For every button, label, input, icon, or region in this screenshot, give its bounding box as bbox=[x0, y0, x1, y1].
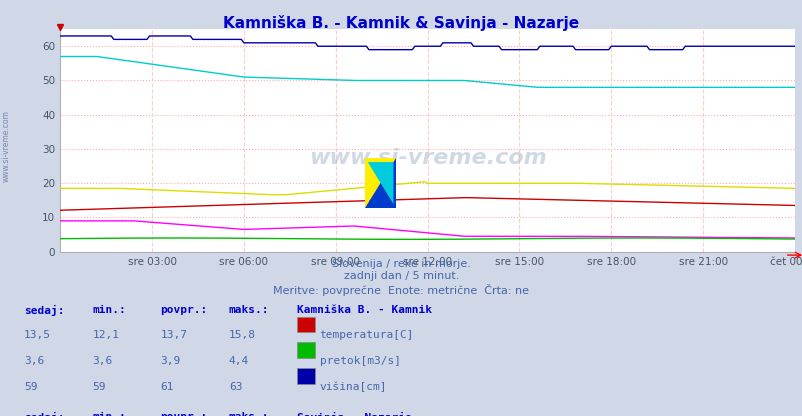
Text: sedaj:: sedaj: bbox=[24, 412, 64, 416]
Text: zadnji dan / 5 minut.: zadnji dan / 5 minut. bbox=[343, 271, 459, 281]
Text: 61: 61 bbox=[160, 382, 174, 392]
Text: sedaj:: sedaj: bbox=[24, 305, 64, 316]
Polygon shape bbox=[365, 158, 395, 208]
Text: 59: 59 bbox=[24, 382, 38, 392]
Text: 3,9: 3,9 bbox=[160, 356, 180, 366]
Text: 13,7: 13,7 bbox=[160, 330, 188, 340]
Text: 4,4: 4,4 bbox=[229, 356, 249, 366]
Text: www.si-vreme.com: www.si-vreme.com bbox=[2, 110, 11, 181]
Text: pretok[m3/s]: pretok[m3/s] bbox=[319, 356, 400, 366]
Text: www.si-vreme.com: www.si-vreme.com bbox=[308, 148, 546, 168]
Text: 63: 63 bbox=[229, 382, 242, 392]
Text: povpr.:: povpr.: bbox=[160, 412, 208, 416]
Text: maks.:: maks.: bbox=[229, 412, 269, 416]
Text: povpr.:: povpr.: bbox=[160, 305, 208, 314]
Text: temperatura[C]: temperatura[C] bbox=[319, 330, 414, 340]
Text: Savinja - Nazarje: Savinja - Nazarje bbox=[297, 412, 411, 416]
Text: Kamniška B. - Kamnik: Kamniška B. - Kamnik bbox=[297, 305, 431, 314]
Polygon shape bbox=[365, 158, 395, 208]
Text: maks.:: maks.: bbox=[229, 305, 269, 314]
Text: 3,6: 3,6 bbox=[24, 356, 44, 366]
Text: 15,8: 15,8 bbox=[229, 330, 256, 340]
Text: 12,1: 12,1 bbox=[92, 330, 119, 340]
Text: Meritve: povprečne  Enote: metrične  Črta: ne: Meritve: povprečne Enote: metrične Črta:… bbox=[273, 284, 529, 296]
Text: višina[cm]: višina[cm] bbox=[319, 382, 387, 392]
Text: Slovenija / reke in morje.: Slovenija / reke in morje. bbox=[332, 259, 470, 269]
Text: min.:: min.: bbox=[92, 412, 126, 416]
Text: min.:: min.: bbox=[92, 305, 126, 314]
Text: 59: 59 bbox=[92, 382, 106, 392]
Polygon shape bbox=[367, 162, 393, 204]
Text: Kamniška B. - Kamnik & Savinja - Nazarje: Kamniška B. - Kamnik & Savinja - Nazarje bbox=[223, 15, 579, 30]
Text: 3,6: 3,6 bbox=[92, 356, 112, 366]
Text: 13,5: 13,5 bbox=[24, 330, 51, 340]
